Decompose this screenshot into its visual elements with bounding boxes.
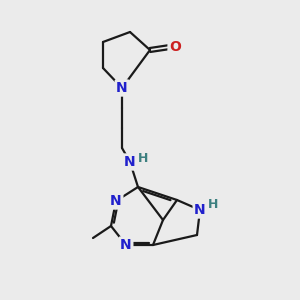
Text: N: N: [194, 203, 206, 217]
Text: N: N: [116, 81, 128, 95]
Text: O: O: [169, 40, 181, 54]
Text: N: N: [120, 238, 132, 252]
Text: H: H: [208, 199, 218, 212]
Text: N: N: [110, 194, 122, 208]
Text: H: H: [138, 152, 148, 164]
Text: N: N: [124, 155, 136, 169]
